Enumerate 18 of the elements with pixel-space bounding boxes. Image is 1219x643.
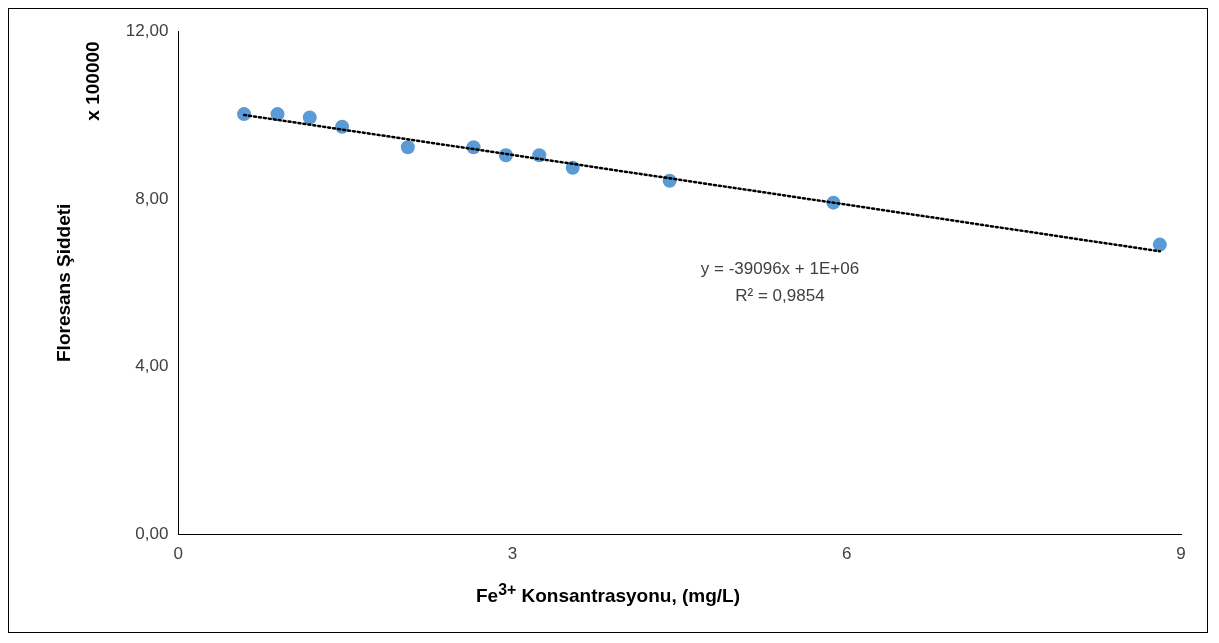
y-tick-label: 4,00 bbox=[135, 356, 169, 376]
x-axis-title: Fe$^{3+}$ Konsantrasyonu, (mg/L) bbox=[475, 581, 741, 607]
point bbox=[237, 107, 252, 122]
point bbox=[1152, 237, 1167, 252]
x-tick-label: 9 bbox=[1176, 544, 1186, 564]
annotation: R² = 0,9854 bbox=[735, 285, 825, 305]
point bbox=[400, 140, 415, 155]
y-tick-label: 8,00 bbox=[135, 188, 169, 208]
y-tick-label: 12,00 bbox=[125, 20, 169, 40]
annotation: y = -39096x + 1E+06 bbox=[700, 258, 860, 278]
text: x 100000 bbox=[81, 41, 103, 121]
point bbox=[302, 110, 317, 125]
y-axis-title: Floresans Şiddeti bbox=[52, 203, 74, 362]
y-tick-label: 0,00 bbox=[135, 524, 169, 544]
chart-frame: Floresans Şiddeti 0 3 6 9 0,00 4,00 8,00 12,00 x 100000 y = -39096x + 1E+06 R² = 0,9854 Fe$^{3+}$ Konsantrasyonu, (mg/L) bbox=[8, 8, 1208, 633]
x-tick-label: 0 bbox=[173, 544, 184, 564]
x-tick-label: 6 bbox=[842, 544, 852, 564]
x-tick-label: 3 bbox=[507, 544, 518, 564]
